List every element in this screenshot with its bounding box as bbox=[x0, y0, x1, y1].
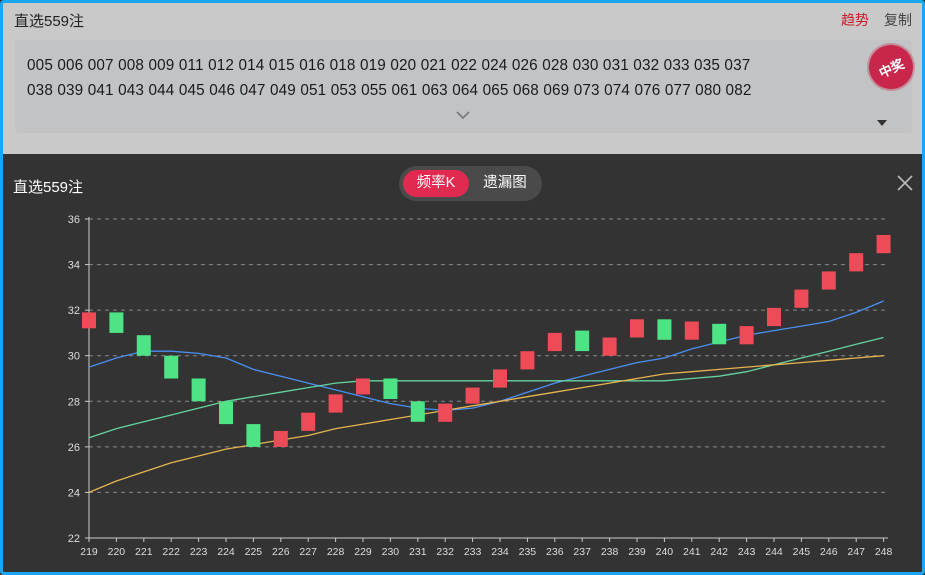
x-tick-label: 239 bbox=[628, 546, 646, 558]
x-tick-label: 228 bbox=[327, 546, 345, 558]
top-section: 直选559注 趋势 复制 005 006 007 008 009 011 012… bbox=[3, 3, 922, 154]
x-tick-label: 243 bbox=[738, 546, 756, 558]
candle bbox=[191, 378, 206, 402]
y-tick-label: 28 bbox=[68, 396, 80, 408]
close-icon[interactable] bbox=[896, 174, 914, 197]
expand-chevron-icon[interactable] bbox=[456, 106, 470, 124]
candle bbox=[356, 378, 370, 395]
y-tick-label: 26 bbox=[68, 442, 80, 454]
candle bbox=[684, 321, 699, 340]
x-tick-label: 235 bbox=[519, 546, 537, 558]
candle bbox=[438, 403, 453, 422]
x-tick-label: 225 bbox=[245, 546, 263, 558]
x-tick-label: 244 bbox=[765, 546, 783, 558]
number-line-1: 005 006 007 008 009 011 012 014 015 016 … bbox=[27, 57, 751, 74]
candle bbox=[246, 424, 261, 447]
number-list-box: 005 006 007 008 009 011 012 014 015 016 … bbox=[15, 37, 921, 133]
candle bbox=[849, 253, 864, 272]
candle bbox=[547, 332, 562, 352]
x-tick-label: 233 bbox=[464, 546, 482, 558]
trend-link[interactable]: 趋势 bbox=[841, 12, 869, 28]
candle bbox=[465, 387, 480, 404]
x-tick-label: 242 bbox=[710, 546, 728, 558]
x-tick-label: 231 bbox=[409, 546, 427, 558]
x-tick-label: 230 bbox=[382, 546, 400, 558]
candle bbox=[602, 337, 617, 356]
candle bbox=[657, 319, 672, 340]
candle bbox=[575, 330, 590, 352]
x-tick-label: 232 bbox=[436, 546, 454, 558]
candle bbox=[82, 312, 96, 329]
x-tick-label: 240 bbox=[656, 546, 674, 558]
selection-title: 直选559注 bbox=[14, 13, 85, 30]
series-line-1 bbox=[88, 336, 884, 439]
x-tick-label: 237 bbox=[573, 546, 591, 558]
candle bbox=[164, 355, 179, 379]
candle bbox=[109, 312, 124, 333]
candle bbox=[821, 271, 836, 290]
x-tick-label: 248 bbox=[875, 546, 893, 558]
x-tick-label: 223 bbox=[190, 546, 208, 558]
x-tick-label: 238 bbox=[601, 546, 619, 558]
candle bbox=[410, 401, 425, 422]
series-line-2 bbox=[88, 355, 884, 494]
x-tick-label: 227 bbox=[299, 546, 317, 558]
candle bbox=[383, 378, 398, 399]
candle bbox=[493, 369, 507, 388]
y-tick-label: 24 bbox=[68, 487, 80, 499]
x-tick-label: 247 bbox=[847, 546, 865, 558]
candle bbox=[136, 335, 151, 356]
candle bbox=[630, 319, 644, 338]
candle bbox=[876, 235, 891, 254]
tab-frequency-k[interactable]: 频率K bbox=[403, 170, 469, 197]
x-tick-label: 236 bbox=[546, 546, 564, 558]
x-tick-label: 220 bbox=[108, 546, 126, 558]
candle bbox=[301, 412, 316, 431]
y-tick-label: 22 bbox=[68, 533, 80, 545]
x-tick-label: 222 bbox=[162, 546, 180, 558]
x-tick-label: 245 bbox=[793, 546, 811, 558]
tab-miss-chart[interactable]: 遗漏图 bbox=[483, 175, 527, 191]
y-tick-label: 36 bbox=[68, 214, 80, 226]
x-tick-label: 226 bbox=[272, 546, 290, 558]
number-line-2: 038 039 041 043 044 045 046 047 049 051 … bbox=[27, 82, 752, 99]
y-tick-label: 30 bbox=[68, 351, 80, 363]
y-tick-label: 34 bbox=[68, 260, 80, 272]
y-tick-label: 32 bbox=[68, 305, 80, 317]
candle bbox=[520, 351, 535, 370]
candle bbox=[219, 401, 233, 425]
panel-title: 直选559注 bbox=[13, 179, 84, 196]
copy-link[interactable]: 复制 bbox=[884, 12, 912, 28]
candle bbox=[273, 430, 288, 447]
x-tick-label: 219 bbox=[80, 546, 98, 558]
dropdown-arrow-icon[interactable] bbox=[877, 120, 887, 126]
x-tick-label: 221 bbox=[135, 546, 153, 558]
x-tick-label: 224 bbox=[217, 546, 235, 558]
candle bbox=[739, 326, 754, 345]
x-tick-label: 229 bbox=[354, 546, 372, 558]
candle bbox=[712, 323, 727, 345]
x-tick-label: 234 bbox=[491, 546, 509, 558]
candle bbox=[794, 289, 809, 308]
candle bbox=[328, 394, 343, 413]
x-tick-label: 246 bbox=[820, 546, 838, 558]
x-tick-label: 241 bbox=[683, 546, 701, 558]
candle bbox=[767, 307, 781, 327]
chart-toggle: 频率K 遗漏图 bbox=[399, 166, 542, 201]
